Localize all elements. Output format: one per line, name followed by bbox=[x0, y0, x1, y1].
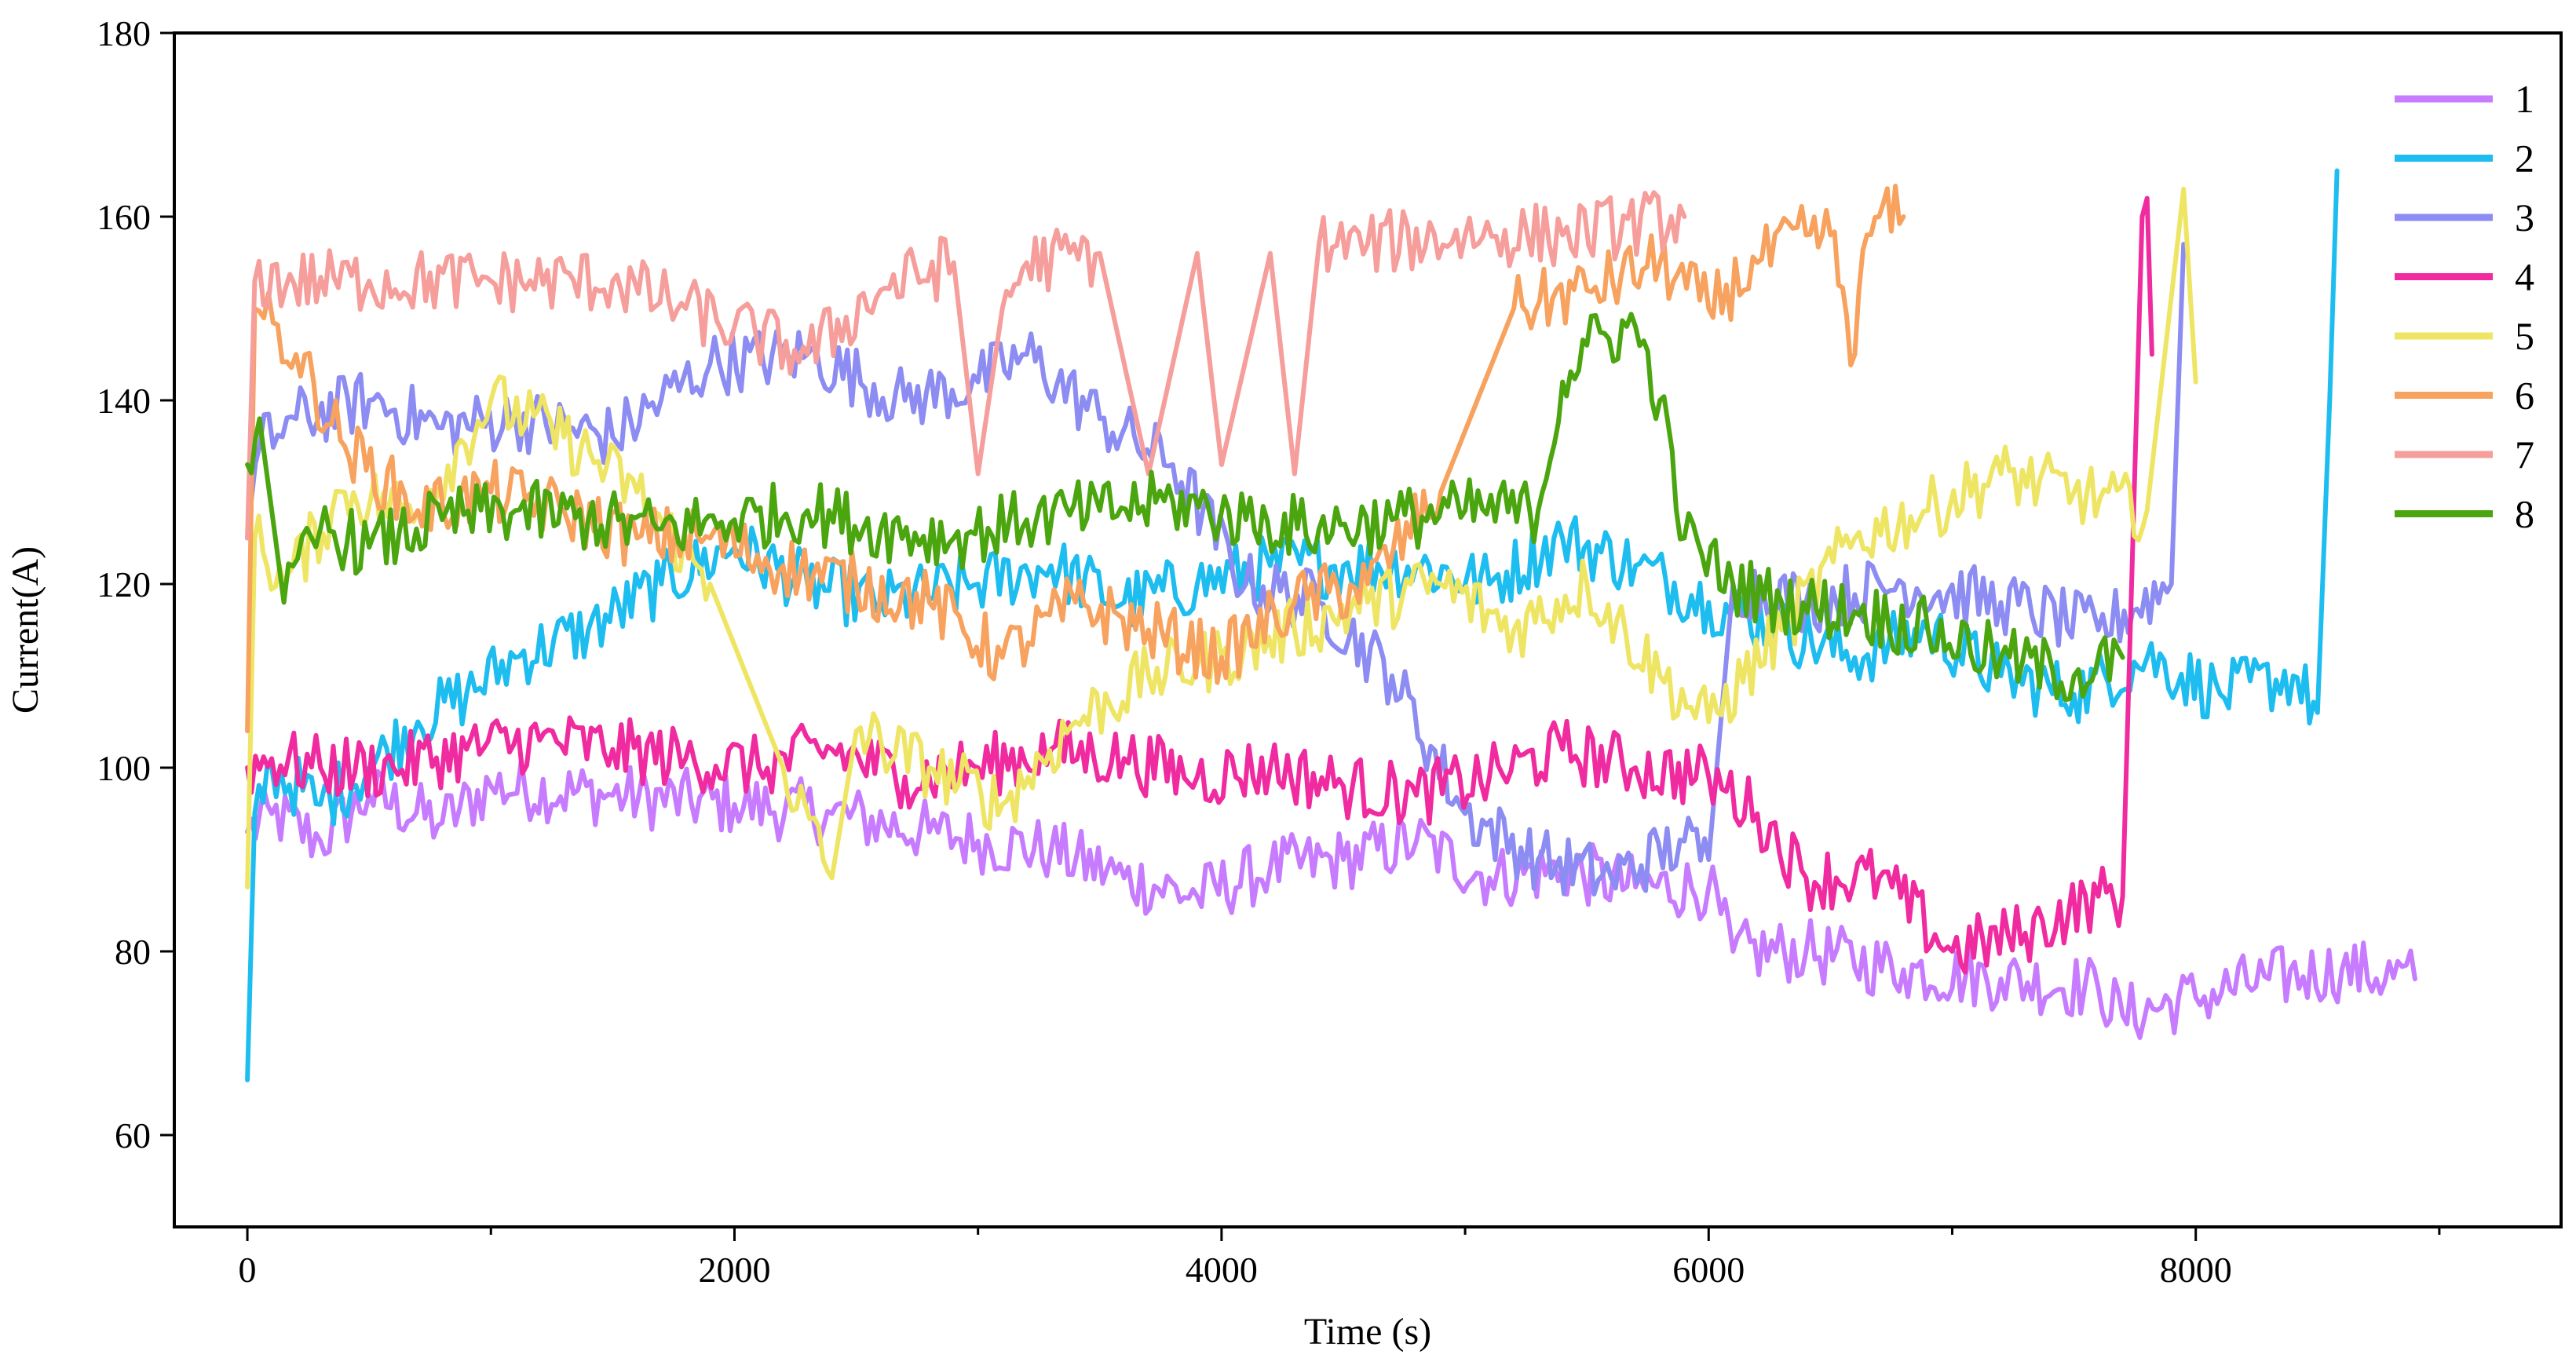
y-tick-label: 80 bbox=[115, 932, 151, 972]
series-line-8 bbox=[245, 312, 2125, 703]
legend: 1 2 3 4 5 6 7 8 bbox=[2395, 77, 2534, 536]
x-axis-title: Time (s) bbox=[1304, 1311, 1431, 1353]
y-tick-label: 60 bbox=[115, 1115, 151, 1155]
legend-label: 3 bbox=[2515, 195, 2534, 239]
y-tick-label: 180 bbox=[97, 13, 151, 53]
y-tick-label: 120 bbox=[97, 564, 151, 604]
x-tick-label: 8000 bbox=[2160, 1250, 2232, 1290]
legend-label: 5 bbox=[2515, 314, 2534, 358]
y-axis: 60 80 100 120 140 160 180 bbox=[97, 13, 174, 1155]
x-axis: 0 2000 4000 6000 8000 bbox=[239, 1227, 2441, 1290]
legend-label: 4 bbox=[2515, 255, 2534, 299]
series-line-1 bbox=[245, 757, 2417, 1040]
legend-label: 6 bbox=[2515, 374, 2534, 418]
series-line-5 bbox=[245, 186, 2198, 890]
legend-item: 2 bbox=[2395, 137, 2534, 181]
y-tick-label: 140 bbox=[97, 381, 151, 421]
y-tick-label: 160 bbox=[97, 197, 151, 237]
legend-item: 5 bbox=[2395, 314, 2534, 358]
y-tick-label: 100 bbox=[97, 748, 151, 788]
legend-label: 7 bbox=[2515, 433, 2534, 476]
plot-frame bbox=[173, 31, 2563, 1228]
series-line-4 bbox=[245, 195, 2154, 975]
x-tick-label: 0 bbox=[239, 1250, 257, 1290]
legend-label: 1 bbox=[2515, 77, 2534, 121]
y-axis-title: Current(A) bbox=[5, 546, 46, 714]
legend-item: 8 bbox=[2395, 492, 2534, 536]
plot-lines bbox=[245, 168, 2417, 1082]
series-line-6 bbox=[245, 184, 1906, 734]
legend-label: 2 bbox=[2515, 137, 2534, 181]
x-tick-label: 2000 bbox=[698, 1250, 770, 1290]
legend-item: 1 bbox=[2395, 77, 2534, 121]
legend-label: 8 bbox=[2515, 492, 2534, 536]
legend-item: 3 bbox=[2395, 195, 2534, 239]
series-line-7 bbox=[245, 190, 1687, 541]
x-tick-label: 6000 bbox=[1672, 1250, 1745, 1290]
legend-item: 4 bbox=[2395, 255, 2534, 299]
x-tick-label: 4000 bbox=[1186, 1250, 1258, 1290]
legend-item: 6 bbox=[2395, 374, 2534, 418]
legend-item: 7 bbox=[2395, 433, 2534, 476]
